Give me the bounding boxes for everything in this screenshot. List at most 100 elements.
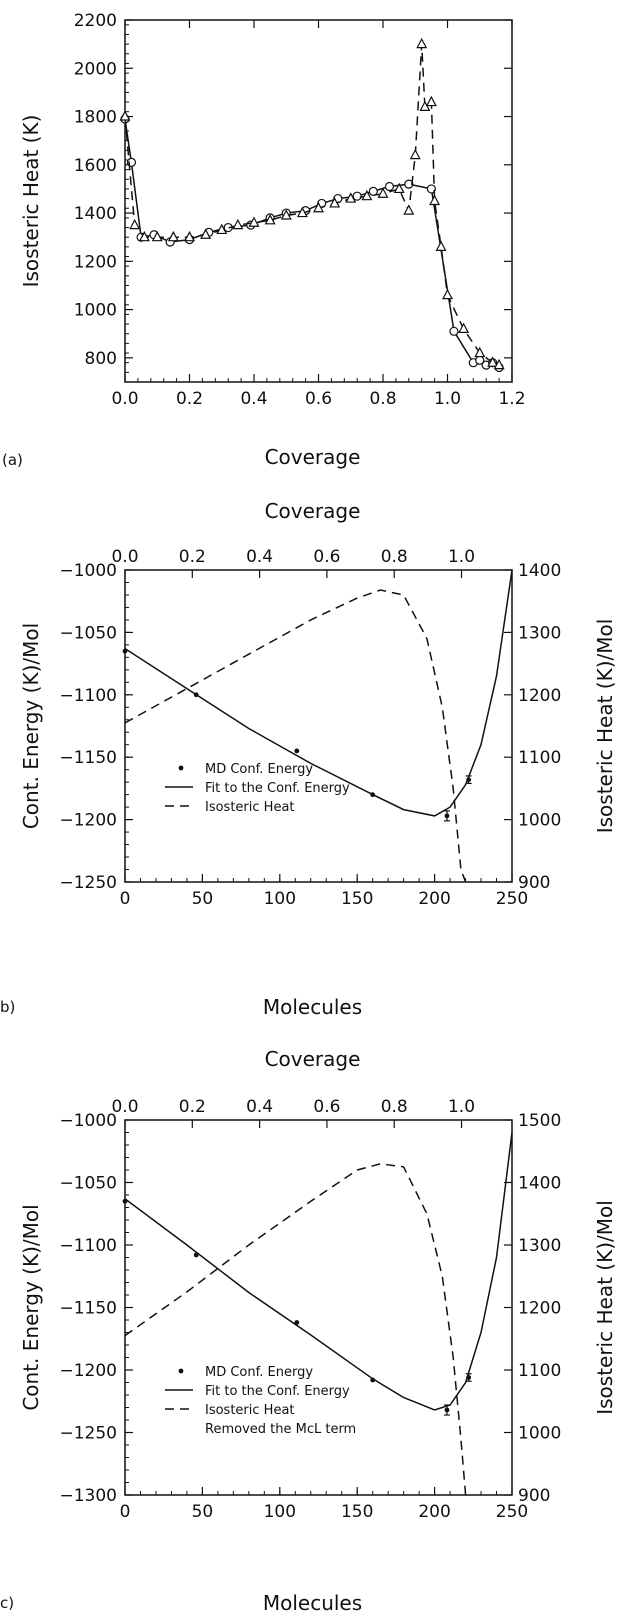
panel-1-series-2-point xyxy=(313,201,324,213)
panel-3-y2-tick-label: 1200 xyxy=(518,1299,561,1319)
panel-1-x-tick-label: 1.2 xyxy=(498,389,525,409)
panel-1-series-2-point xyxy=(429,194,441,206)
panel-3-y-axis-title: Cont. Energy (K)/Mol xyxy=(19,1204,43,1410)
panel-2-plot-frame xyxy=(124,569,513,883)
panel-3-y-tick-label: −1100 xyxy=(59,1236,117,1256)
panel-3-panel-label: c) xyxy=(0,1594,14,1612)
panel-1-series-2-point xyxy=(403,204,415,215)
panel-1-series-2-point xyxy=(232,218,244,230)
panel-3-x-tick-label: 250 xyxy=(496,1502,528,1522)
panel-1-series-1-point xyxy=(384,181,395,192)
panel-2-x2-tick-label: 0.4 xyxy=(246,547,273,567)
panel-1-x-tick-label: 1.0 xyxy=(434,389,461,409)
panel-3-y-tick-label: −1050 xyxy=(59,1174,117,1194)
panel-3-y-tick-label: −1250 xyxy=(59,1424,117,1444)
panel-1-series-2-point xyxy=(200,228,212,239)
panel-2-y-tick-label: −1150 xyxy=(59,748,117,768)
panel-1-y-tick-label: 1000 xyxy=(74,301,117,321)
panel-1-series-2-point xyxy=(216,223,228,235)
panel-1-series-2-point xyxy=(493,358,505,370)
panel-2-y2-tick-label: 1000 xyxy=(518,811,561,831)
panel-1-series-2-point xyxy=(345,192,357,203)
panel-3-x-tick-label: 150 xyxy=(341,1502,373,1522)
panel-3-y2-tick-label: 1400 xyxy=(518,1174,561,1194)
panel-1-series-1-point xyxy=(449,326,459,336)
panel-3-y2-tick-label: 1500 xyxy=(518,1111,561,1131)
panel-2-legend-entry: MD Conf. Energy xyxy=(205,762,313,777)
panel-1-series-2-point xyxy=(393,182,405,194)
panel-1-series-2-point xyxy=(248,216,260,227)
panel-1-x-tick-label: 0.6 xyxy=(305,389,332,409)
panel-1-y-axis-title: Isosteric Heat (K) xyxy=(19,115,43,288)
panel-1-series-1-point xyxy=(426,184,436,194)
panel-1-series-2-point xyxy=(329,197,341,208)
panel-2-y2-tick-label: 1200 xyxy=(518,686,561,706)
panel-3-x-tick-label: 50 xyxy=(192,1502,214,1522)
panel-3-legend-marker-dot xyxy=(178,1368,184,1374)
panel-2-x2-tick-label: 1.0 xyxy=(448,547,475,567)
panel-1-x-tick-label: 0.0 xyxy=(111,389,138,409)
panel-2-x-tick-label: 250 xyxy=(496,889,528,909)
panel-1-y-tick-label: 2000 xyxy=(74,59,117,79)
panel-2-x2-tick-label: 0.2 xyxy=(179,547,206,567)
panel-3-legend-entry: MD Conf. Energy xyxy=(205,1365,313,1380)
panel-1-x-axis-title: Coverage xyxy=(265,445,361,469)
panel-1-series-2-point xyxy=(377,187,389,198)
panel-1-series-2-point xyxy=(361,189,373,201)
panel-2-y-tick-label: −1250 xyxy=(59,873,117,893)
panel-3-legend-entry: Fit to the Conf. Energy xyxy=(205,1384,350,1399)
panel-2-y2-tick-label: 1100 xyxy=(518,748,561,768)
panel-1-series-2-point xyxy=(474,346,486,358)
panel-3-legend-entry: Removed the McL term xyxy=(205,1422,356,1437)
panel-1-series-2-point xyxy=(138,230,150,242)
panel-3-y2-tick-label: 1300 xyxy=(518,1236,561,1256)
panel-1-series-2-point xyxy=(442,288,453,300)
panel-3-x-tick-label: 100 xyxy=(264,1502,296,1522)
panel-2-y2-tick-label: 1400 xyxy=(518,561,561,581)
panel-2-y-tick-label: −1100 xyxy=(59,686,117,706)
panel-1-series-2-point xyxy=(280,209,292,220)
panel-1-series-1-line xyxy=(124,118,500,369)
panel-1-series-2-line xyxy=(124,44,500,366)
panel-3-x2-tick-label: 0.2 xyxy=(179,1097,206,1117)
panel-2-x2-tick-label: 0.6 xyxy=(313,547,340,567)
panel-3-y2-tick-label: 1100 xyxy=(518,1361,561,1381)
panel-1-series-2-point xyxy=(296,206,308,218)
panel-2-x2-tick-label: 0.0 xyxy=(111,547,138,567)
panel-2-y-tick-label: −1000 xyxy=(59,561,117,581)
panel-3-y-tick-label: −1300 xyxy=(59,1486,117,1506)
panel-1-y-tick-label: 1200 xyxy=(74,252,117,272)
panel-2-series-2-line xyxy=(124,569,513,817)
panel-3-y-tick-label: −1000 xyxy=(59,1111,117,1131)
panel-1-series-2-point xyxy=(184,230,195,242)
panel-2-y-axis-title: Cont. Energy (K)/Mol xyxy=(19,623,43,829)
panel-2-x2-axis-title: Coverage xyxy=(265,499,361,523)
panel-3-x2-tick-label: 0.4 xyxy=(246,1097,273,1117)
panel-2-x-tick-label: 150 xyxy=(341,889,373,909)
panel-2-y2-tick-label: 900 xyxy=(518,873,550,893)
panel-3-x2-tick-label: 1.0 xyxy=(448,1097,475,1117)
panel-3-series-3-line xyxy=(124,1163,467,1496)
panel-1-series-2-point xyxy=(264,214,276,225)
panel-3-x2-tick-label: 0.8 xyxy=(381,1097,408,1117)
panel-2-x-tick-label: 100 xyxy=(264,889,296,909)
panel-1-panel-label: (a) xyxy=(2,451,23,469)
panel-2-x-tick-label: 0 xyxy=(120,889,131,909)
panel-1-series-2-point xyxy=(119,110,131,121)
panel-2-legend-entry: Fit to the Conf. Energy xyxy=(205,781,350,796)
panel-1-series-2-point xyxy=(409,148,421,160)
panel-3-series-2-line xyxy=(124,1132,513,1411)
panel-3-y2-axis-title: Isosteric Heat (K)/Mol xyxy=(593,1200,617,1415)
panel-1-x-tick-label: 0.8 xyxy=(369,389,396,409)
panel-2-series-1-point xyxy=(294,748,300,754)
panel-2-panel-label: b) xyxy=(0,998,15,1016)
panel-3-y2-tick-label: 1000 xyxy=(518,1424,561,1444)
panel-1-series-1-point xyxy=(368,186,378,196)
panel-1-y-tick-label: 1800 xyxy=(74,108,117,128)
panel-2-y2-tick-label: 1300 xyxy=(518,623,561,643)
panel-3-x-tick-label: 0 xyxy=(120,1502,131,1522)
panel-1-series-2-point xyxy=(129,218,141,230)
panel-3-x-tick-label: 200 xyxy=(418,1502,450,1522)
panel-1-x-tick-label: 0.4 xyxy=(240,389,267,409)
panel-1-series-2-point xyxy=(435,240,447,251)
